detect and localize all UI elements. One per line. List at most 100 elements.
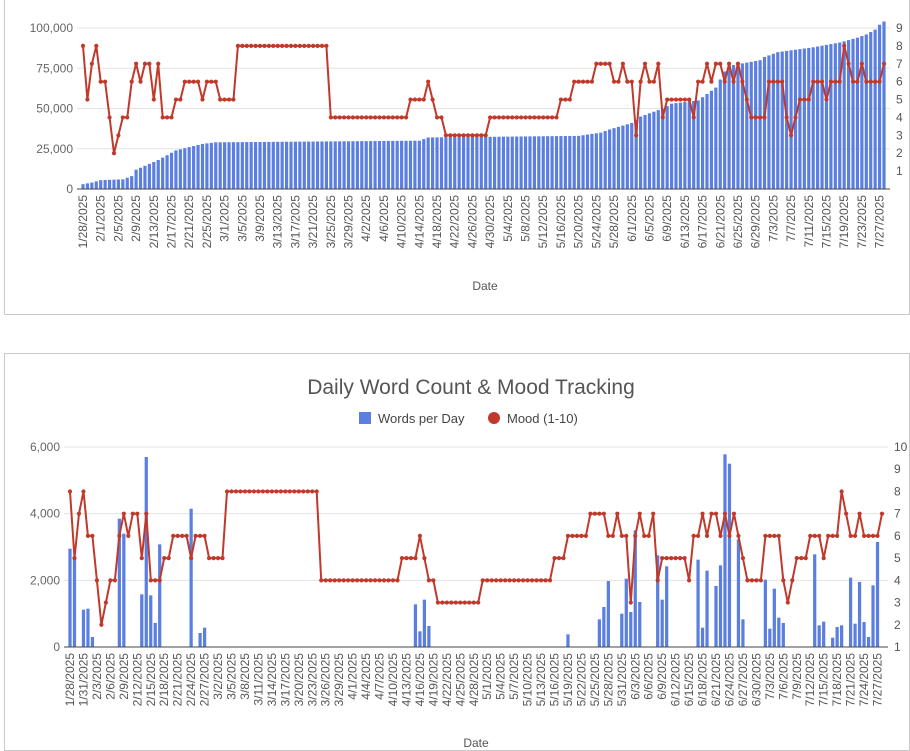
mood-point	[333, 115, 338, 120]
chart2-gridlines	[64, 446, 888, 581]
x-tick-label: 4/13/2025	[399, 653, 413, 707]
mood-point	[583, 533, 589, 538]
x-tick-label: 5/12/2025	[536, 195, 550, 249]
x-tick-label: 2/21/2025	[182, 195, 196, 249]
mood-point	[788, 133, 794, 138]
x-tick-label: 7/7/2025	[784, 195, 798, 242]
cumulative-bar	[700, 97, 705, 189]
cumulative-bar	[550, 136, 554, 189]
daily-bar	[418, 631, 422, 647]
daily-bar	[153, 623, 157, 647]
mood-point	[257, 43, 263, 48]
mood-point	[297, 43, 302, 48]
daily-bar	[117, 518, 121, 647]
mood-point	[372, 115, 378, 120]
x-tick-label: 4/28/2025	[467, 653, 481, 707]
mood-point	[417, 533, 423, 538]
daily-bar	[665, 566, 669, 647]
daily-bar	[705, 570, 709, 647]
cumulative-bar	[718, 79, 722, 189]
mood-point	[355, 578, 360, 583]
x-tick-label: 4/4/2025	[359, 653, 373, 700]
mood-point	[775, 79, 780, 84]
mood-point	[744, 97, 749, 102]
mood-point	[846, 61, 851, 66]
cumulative-bar	[284, 141, 289, 189]
x-tick-label: 6/29/2025	[749, 195, 763, 249]
y-left-tick-label: 2,000	[30, 573, 60, 587]
x-tick-label: 2/1/2025	[94, 195, 108, 242]
mood-point	[503, 578, 508, 583]
mood-point	[204, 79, 210, 84]
mood-point	[709, 511, 714, 516]
mood-point	[598, 61, 603, 66]
daily-bar	[81, 609, 86, 647]
cumulative-bar	[692, 100, 696, 189]
daily-bar	[768, 628, 772, 647]
x-tick-label: 7/27/2025	[871, 653, 885, 707]
cumulative-bar	[338, 141, 342, 189]
mood-point	[99, 622, 104, 627]
mood-point	[195, 79, 201, 84]
mood-point	[256, 489, 261, 494]
mood-point	[121, 511, 126, 516]
cumulative-bar	[559, 136, 563, 189]
cumulative-bar	[293, 141, 298, 189]
mood-point	[395, 115, 400, 120]
x-tick-label: 5/31/2025	[615, 653, 629, 707]
y-right-tick-label: 7	[894, 507, 901, 521]
mood-point	[162, 556, 167, 561]
mood-point	[678, 97, 683, 102]
x-tick-label: 3/17/2025	[288, 195, 302, 249]
mood-point	[470, 133, 475, 138]
mood-point	[485, 578, 490, 583]
mood-point	[794, 556, 799, 561]
cumulative-bar	[824, 44, 829, 189]
mood-point	[90, 533, 95, 538]
mood-point	[579, 533, 584, 538]
mood-point	[476, 600, 481, 605]
y-right-tick-label: 6	[894, 529, 901, 543]
cumulative-bar	[877, 24, 882, 190]
cumulative-bar	[439, 137, 444, 189]
mood-point	[426, 79, 431, 84]
cumulative-bar	[860, 36, 864, 189]
mood-point	[166, 556, 171, 561]
cumulative-bar	[444, 137, 448, 189]
x-tick-label: 2/15/2025	[144, 653, 158, 707]
x-tick-label: 7/15/2025	[817, 653, 831, 707]
cumulative-bar	[90, 182, 94, 189]
mood-point	[682, 556, 687, 561]
mood-point	[200, 97, 205, 102]
x-tick-label: 2/12/2025	[130, 653, 144, 707]
mood-point	[616, 79, 621, 84]
mood-point	[642, 61, 648, 66]
cumulative-bar	[138, 167, 143, 189]
mood-point	[220, 556, 225, 561]
mood-point	[116, 133, 121, 138]
mood-point	[731, 79, 736, 84]
mood-point	[722, 511, 728, 516]
x-tick-label: 2/6/2025	[103, 653, 117, 700]
mood-point	[231, 97, 236, 102]
mood-point	[211, 556, 216, 561]
mood-point	[328, 578, 333, 583]
x-tick-label: 4/25/2025	[453, 653, 467, 707]
mood-point	[837, 79, 842, 84]
cumulative-bar	[121, 179, 125, 189]
mood-point	[242, 489, 248, 494]
mood-point	[637, 511, 642, 516]
mood-point	[749, 578, 755, 583]
mood-point	[844, 511, 849, 516]
cumulative-bar	[81, 184, 85, 189]
cumulative-bar	[130, 176, 134, 189]
cumulative-bar	[829, 44, 833, 189]
cumulative-bar	[342, 141, 346, 189]
mood-point	[292, 489, 297, 494]
cumulative-bar	[192, 146, 196, 189]
mood-point	[94, 43, 99, 48]
x-tick-label: 7/15/2025	[819, 195, 833, 249]
cumulative-bar	[705, 94, 709, 189]
mood-point	[103, 79, 108, 84]
daily-bar	[772, 588, 776, 647]
